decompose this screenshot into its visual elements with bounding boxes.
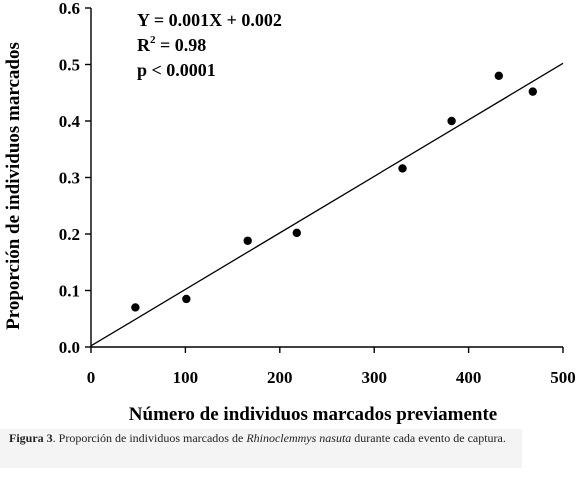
- data-point: [398, 164, 407, 173]
- x-tick-label: 200: [267, 368, 293, 387]
- tick-labels: 0.0 0.1 0.2 0.3 0.4 0.5 0.6 0 100 200 300 400 500: [59, 0, 576, 387]
- scatter-chart: 0.0 0.1 0.2 0.3 0.4 0.5 0.6 0 100 200 300 400 500 Y …: [3, 0, 576, 425]
- x-axis-title: Número de individuos marcados previament…: [129, 404, 497, 425]
- x-tick-label: 400: [456, 368, 482, 387]
- y-tick-label: 0.5: [59, 56, 80, 75]
- equation-annotation: Y = 0.001X + 0.002: [137, 10, 282, 30]
- caption-background: [0, 429, 522, 468]
- y-tick-label: 0.1: [59, 282, 80, 301]
- y-tick-label: 0.2: [59, 225, 80, 244]
- data-point: [243, 236, 252, 245]
- r-squared-value: = 0.98: [156, 35, 207, 55]
- y-tick-label: 0.4: [59, 112, 81, 131]
- r-squared-annotation: R2 = 0.98: [137, 34, 206, 55]
- y-axis-title: Proporción de individuos marcados: [3, 42, 24, 330]
- trendline-layer: [90, 62, 564, 347]
- data-point: [292, 228, 301, 238]
- figure-caption: Figura 3. Proporción de individuos marca…: [9, 431, 529, 446]
- r-squared-base: R: [137, 35, 151, 55]
- r-squared-superscript: 2: [150, 34, 156, 46]
- axes: [85, 7, 564, 353]
- x-tick-label: 500: [550, 368, 576, 387]
- caption-label: Figura 3: [9, 431, 53, 445]
- caption-species: Rhinoclemmys nasuta: [246, 431, 352, 445]
- y-tick-label: 0.6: [59, 0, 80, 18]
- data-point: [182, 294, 191, 304]
- y-tick-label: 0.0: [59, 338, 80, 357]
- x-tick-label: 0: [87, 368, 96, 387]
- data-point: [528, 87, 537, 96]
- x-tick-label: 300: [361, 368, 387, 387]
- data-point: [494, 71, 504, 81]
- data-point: [447, 116, 456, 126]
- caption-text-after: durante cada evento de captura.: [351, 431, 506, 445]
- x-tick-label: 100: [173, 368, 199, 387]
- y-tick-label: 0.3: [59, 169, 80, 188]
- trendline: [90, 62, 564, 347]
- p-value-annotation: p < 0.0001: [137, 60, 216, 80]
- data-point: [131, 303, 140, 312]
- caption-text-before: . Proporción de individuos marcados de: [52, 431, 247, 445]
- data-points: [131, 71, 537, 312]
